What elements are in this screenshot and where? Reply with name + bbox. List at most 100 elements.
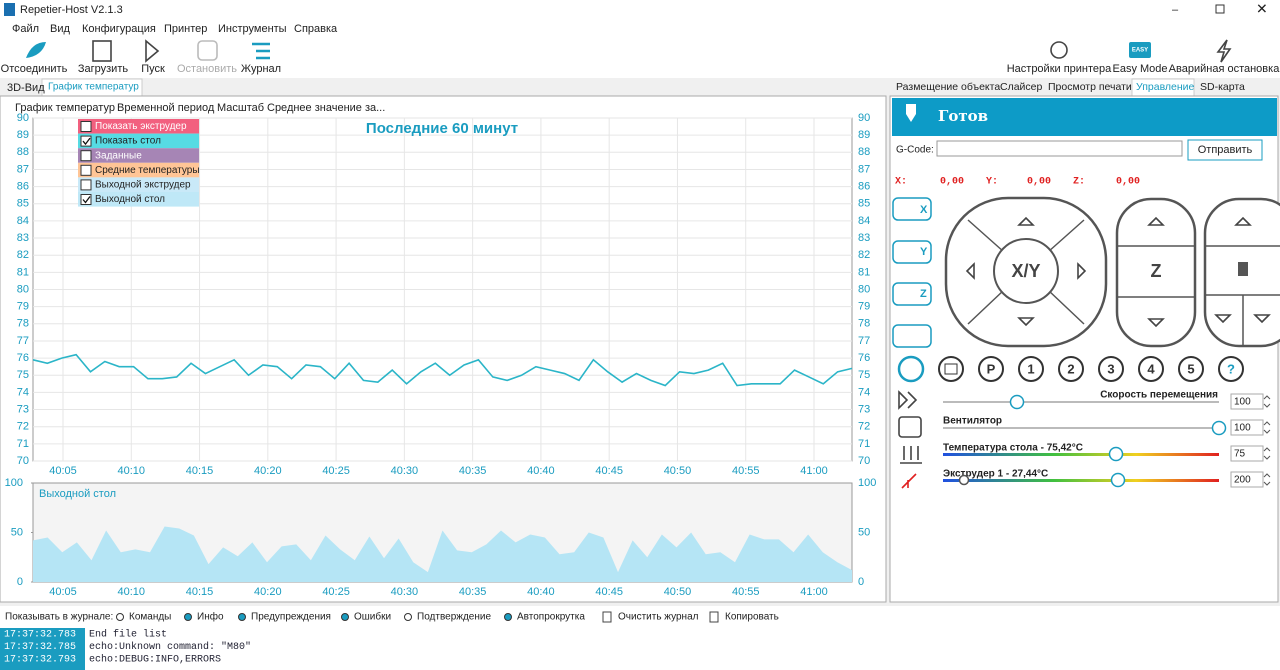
round-button[interactable] <box>978 356 1004 382</box>
z-pad[interactable] <box>1115 197 1197 348</box>
menu-item[interactable]: Файл <box>12 23 39 35</box>
jog-arrows[interactable] <box>965 216 1087 327</box>
tab[interactable]: 3D-Вид <box>7 82 45 94</box>
chart-menu-item[interactable]: Временной период <box>117 102 215 114</box>
send-button[interactable] <box>1187 139 1263 161</box>
chart-menu-item[interactable]: График температур <box>15 102 115 114</box>
toolbar-button[interactable]: Остановить <box>177 63 237 75</box>
toolbar-button[interactable]: Easy Mode <box>1112 63 1167 75</box>
home-button[interactable] <box>892 324 932 348</box>
tab[interactable]: Управление <box>1136 81 1195 93</box>
power-button[interactable] <box>897 355 925 383</box>
checkbox[interactable] <box>80 194 92 205</box>
chart-menu-item[interactable]: Масштаб <box>217 102 264 114</box>
number-input[interactable] <box>1230 419 1264 436</box>
action-label[interactable]: Очистить журнал <box>618 612 699 623</box>
slider-knob[interactable] <box>1110 472 1126 488</box>
round-button[interactable] <box>1098 356 1124 382</box>
legend-label[interactable]: Заданные <box>95 150 142 161</box>
legend-label[interactable]: Показать экструдер <box>95 121 187 132</box>
slider-knob[interactable] <box>1009 394 1025 410</box>
legend-label[interactable]: Выходной стол <box>95 194 165 205</box>
menu-item[interactable]: Вид <box>50 23 70 35</box>
round-button[interactable] <box>1018 356 1044 382</box>
menu-item[interactable]: Принтер <box>164 23 207 35</box>
menu-item[interactable]: Конфигурация <box>82 23 156 35</box>
button-label[interactable]: 2 <box>1067 361 1074 376</box>
x-tick-label: 40:40 <box>527 586 555 598</box>
maximize[interactable] <box>1215 4 1225 14</box>
xy-center[interactable] <box>993 238 1059 304</box>
button-label[interactable]: 1 <box>1027 361 1034 376</box>
filter-label[interactable]: Ошибки <box>354 611 391 623</box>
round-button[interactable] <box>1058 356 1084 382</box>
round-button[interactable] <box>1218 356 1244 382</box>
button-label[interactable]: 5 <box>1187 361 1194 376</box>
send-label[interactable]: Отправить <box>1198 144 1253 156</box>
checkbox[interactable] <box>80 135 92 147</box>
spinner[interactable] <box>1263 447 1271 460</box>
radio[interactable] <box>341 613 349 621</box>
checkbox[interactable] <box>80 164 92 176</box>
spinner[interactable] <box>1263 395 1271 408</box>
filter-label[interactable]: Автопрокрутка <box>517 612 585 623</box>
button-label[interactable]: 3 <box>1107 361 1114 376</box>
number-input[interactable] <box>1230 445 1264 462</box>
radio[interactable] <box>116 613 124 621</box>
menu-item[interactable]: Инструменты <box>218 23 287 35</box>
checkbox[interactable] <box>80 150 92 162</box>
radio[interactable] <box>404 613 412 621</box>
tab[interactable]: SD-карта <box>1200 81 1245 93</box>
tab[interactable]: Размещение объекта <box>896 81 1000 93</box>
minimize[interactable]: – <box>1172 4 1179 16</box>
filter-label[interactable]: Инфо <box>197 611 224 623</box>
number-input[interactable] <box>1230 393 1264 410</box>
slider-knob[interactable] <box>958 474 970 486</box>
legend-label[interactable]: Выходной экструдер <box>95 180 191 191</box>
home-button[interactable] <box>892 197 932 221</box>
toolbar-button[interactable]: Пуск <box>141 63 165 75</box>
spinner[interactable] <box>1263 473 1271 486</box>
radio[interactable] <box>238 613 246 621</box>
toolbar-button[interactable]: Журнал <box>241 63 281 75</box>
menu-item[interactable]: Справка <box>294 23 338 35</box>
number-input[interactable] <box>1230 471 1264 488</box>
radio[interactable] <box>184 613 192 621</box>
filter-label[interactable]: Команды <box>129 612 171 623</box>
home-button[interactable] <box>892 240 932 264</box>
checkbox[interactable] <box>80 121 92 132</box>
toolbar-button[interactable]: Аварийная остановка <box>1169 63 1280 75</box>
button-label[interactable]: 4 <box>1147 361 1155 376</box>
home-button[interactable] <box>892 282 932 306</box>
camera-button[interactable] <box>938 356 964 382</box>
app-icon <box>4 3 15 16</box>
home-axis[interactable]: X <box>920 204 928 216</box>
legend-label[interactable]: Показать стол <box>95 136 161 147</box>
tab[interactable]: Слайсер <box>1000 81 1043 93</box>
toolbar-button[interactable]: Отсоединить <box>1 63 68 75</box>
round-button[interactable] <box>1138 356 1164 382</box>
gcode-input[interactable] <box>936 140 1183 157</box>
close[interactable]: ✕ <box>1256 1 1268 17</box>
toolbar-button[interactable]: Загрузить <box>78 63 128 75</box>
home-axis[interactable]: Y <box>920 246 928 258</box>
spinner[interactable] <box>1263 421 1271 434</box>
toolbar-button[interactable]: Настройки принтера <box>1007 63 1112 75</box>
chart-menu-item[interactable]: Среднее значение за... <box>267 102 385 114</box>
legend-label[interactable]: Средние температуры <box>95 165 200 176</box>
home-axis[interactable]: Z <box>920 288 927 300</box>
button-label[interactable]: P <box>987 361 996 376</box>
tab[interactable]: График температур <box>48 81 139 93</box>
slider-knob[interactable] <box>1211 420 1227 436</box>
tab[interactable]: Просмотр печати <box>1048 81 1132 93</box>
round-button[interactable] <box>1178 356 1204 382</box>
filter-label[interactable]: Подтверждение <box>417 612 491 623</box>
checkbox[interactable] <box>80 179 92 191</box>
action-label[interactable]: Копировать <box>725 612 779 623</box>
radio[interactable] <box>504 613 512 621</box>
z-arrows[interactable] <box>1147 216 1165 328</box>
extruder-arrows[interactable] <box>1214 216 1271 324</box>
slider-knob[interactable] <box>1108 446 1124 462</box>
button-label[interactable]: ? <box>1227 361 1235 376</box>
filter-label[interactable]: Предупреждения <box>251 612 331 623</box>
